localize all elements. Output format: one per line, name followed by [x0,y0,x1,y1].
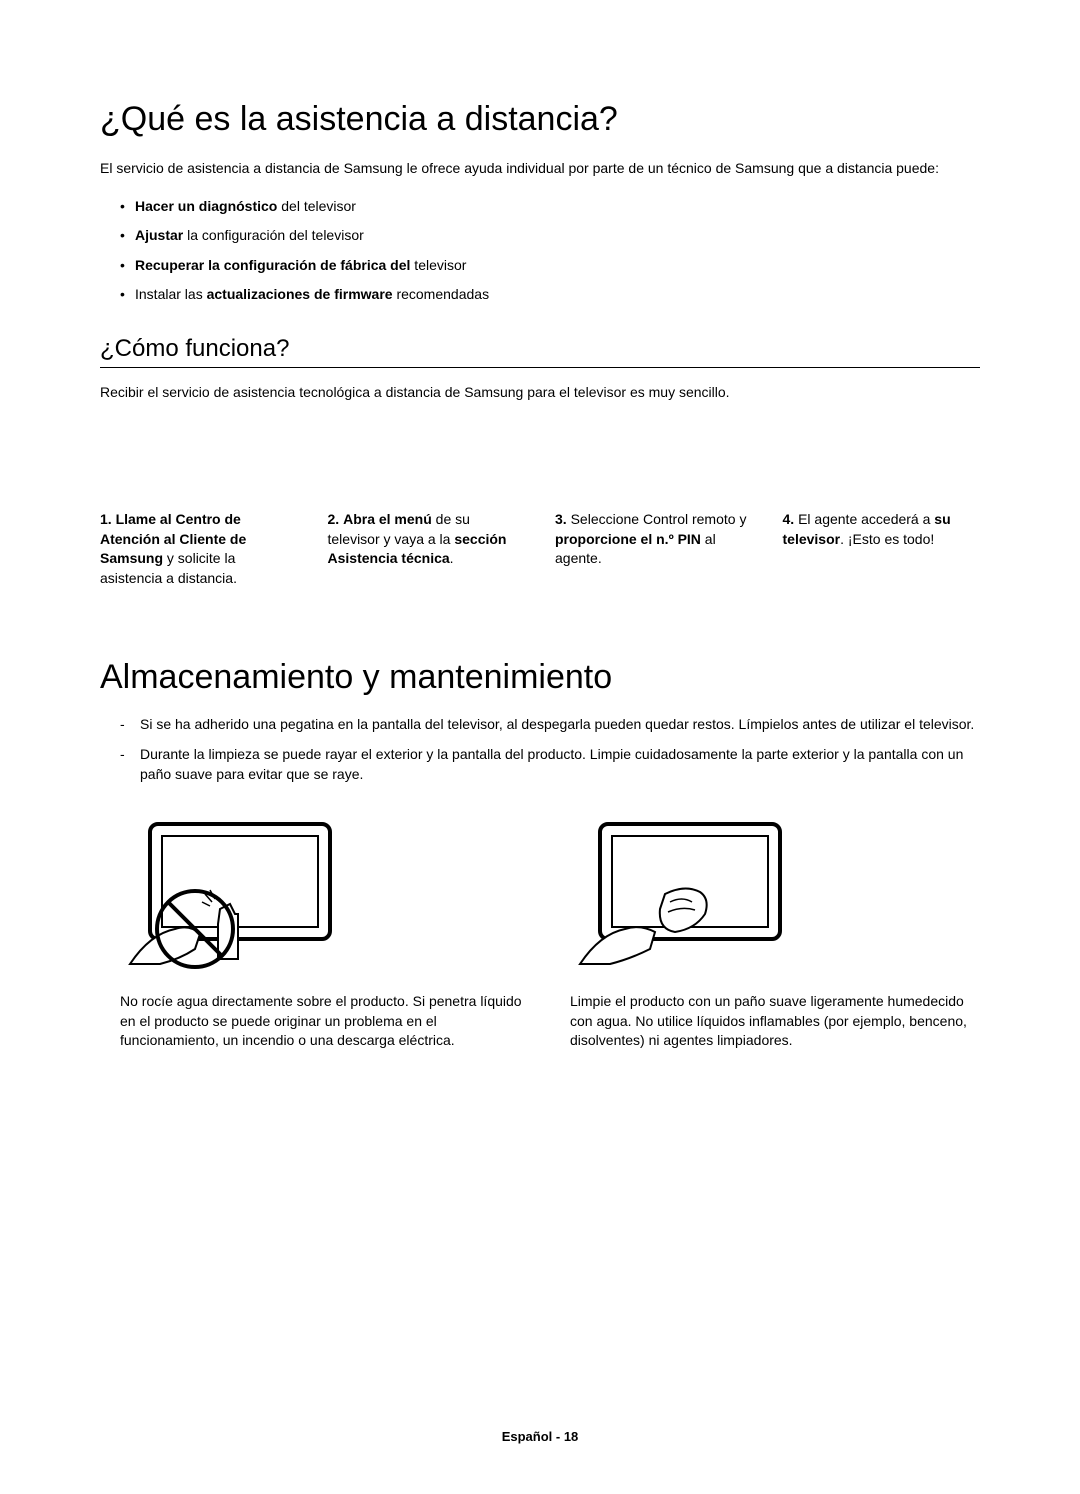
bullet-list: Hacer un diagnóstico del televisor Ajust… [120,197,980,305]
page-heading-3: Almacenamiento y mantenimiento [100,658,980,697]
caption-left: No rocíe agua directamente sobre el prod… [120,992,530,1051]
dash-item: Durante la limpieza se puede rayar el ex… [120,745,980,784]
bullet-item: Recuperar la configuración de fábrica de… [120,256,980,276]
step-4: 4. El agente accederá a su televisor. ¡E… [783,510,981,588]
page-heading-2: ¿Cómo funciona? [100,335,980,368]
image-column-right: Limpie el producto con un paño suave lig… [570,814,980,1051]
bullet-item: Instalar las actualizaciones de firmware… [120,285,980,305]
page-footer: Español - 18 [0,1429,1080,1444]
bullet-item: Ajustar la configuración del televisor [120,226,980,246]
bullet-item: Hacer un diagnóstico del televisor [120,197,980,217]
step-number: 3. [555,511,567,527]
step-number: 4. [783,511,795,527]
step-2: 2. Abra el menú de su televisor y vaya a… [328,510,526,588]
step-rest: . ¡Esto es todo! [840,531,934,547]
bullet-pre: Instalar las [135,286,207,302]
images-row: No rocíe agua directamente sobre el prod… [120,814,980,1051]
cloth-cleaning-illustration [570,814,800,974]
step-1: 1. Llame al Centro de Atención al Client… [100,510,298,588]
step-3: 3. Seleccione Control remoto y proporcio… [555,510,753,588]
bullet-rest: recomendadas [393,286,490,302]
bullet-rest: del televisor [277,198,356,214]
step-pre: El agente accederá a [798,511,934,527]
bullet-bold: actualizaciones de firmware [207,286,393,302]
bullet-bold: Hacer un diagnóstico [135,198,277,214]
dash-list: Si se ha adherido una pegatina en la pan… [120,715,980,784]
caption-right: Limpie el producto con un paño suave lig… [570,992,980,1051]
bullet-bold: Recuperar la configuración de fábrica de… [135,257,410,273]
step-pre: Seleccione Control remoto y [571,511,747,527]
image-column-left: No rocíe agua directamente sobre el prod… [120,814,530,1051]
page-heading-1: ¿Qué es la asistencia a distancia? [100,100,980,139]
intro-paragraph: El servicio de asistencia a distancia de… [100,159,980,179]
steps-row: 1. Llame al Centro de Atención al Client… [100,510,980,588]
step-number: 1. [100,511,112,527]
step-bold: proporcione el n.º PIN [555,531,701,547]
dash-item: Si se ha adherido una pegatina en la pan… [120,715,980,735]
bullet-rest: la configuración del televisor [183,227,364,243]
bullet-rest: televisor [410,257,466,273]
bullet-bold: Ajustar [135,227,183,243]
step-bold: Abra el menú [343,511,432,527]
step-rest: . [450,550,454,566]
step-number: 2. [328,511,340,527]
spray-prohibition-illustration [120,814,350,974]
sub-intro: Recibir el servicio de asistencia tecnol… [100,384,980,400]
